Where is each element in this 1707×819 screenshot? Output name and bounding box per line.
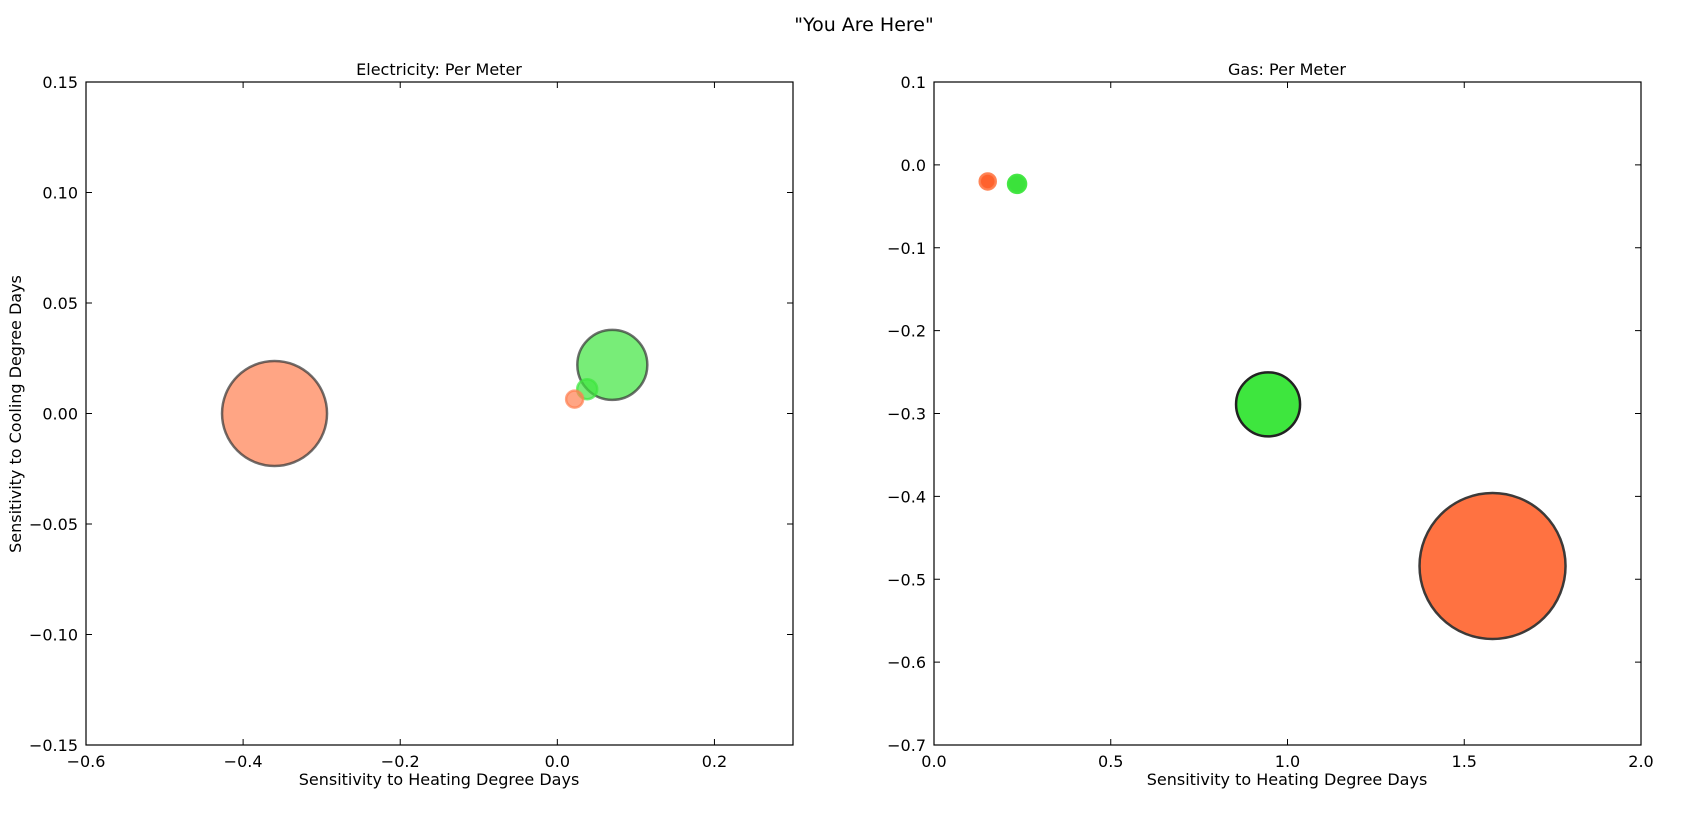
gas-plot-title: Gas: Per Meter <box>1228 60 1346 79</box>
gas-y-tick-label: −0.5 <box>887 570 926 589</box>
electricity-y-tick-label: −0.10 <box>29 626 78 645</box>
gas-x-tick-label: 1.5 <box>1452 752 1477 771</box>
gas-points <box>978 172 1567 641</box>
electricity-point-4 <box>564 389 585 409</box>
electricity-x-tick-label: 0.0 <box>545 752 570 771</box>
electricity-y-axis-label: Sensitivity to Cooling Degree Days <box>6 275 25 553</box>
gas-point-3 <box>978 172 997 191</box>
gas-y-tick-label: −0.4 <box>887 487 926 506</box>
electricity-y-tick-label: −0.15 <box>29 736 78 755</box>
gas-x-tick-label: 2.0 <box>1628 752 1653 771</box>
gas-y-tick-label: −0.2 <box>887 322 926 341</box>
electricity-x-tick-label: −0.4 <box>224 752 263 771</box>
gas-y-tick-label: −0.3 <box>887 405 926 424</box>
gas-y-tick-label: −0.6 <box>887 653 926 672</box>
gas-y-tick-label: 0.1 <box>901 73 926 92</box>
electricity-y-tick-label: 0.00 <box>42 405 78 424</box>
gas-y-tick-label: −0.7 <box>887 736 926 755</box>
figure-title: "You Are Here" <box>794 14 933 36</box>
gas-point-4 <box>1006 173 1028 195</box>
electricity-x-tick-label: 0.2 <box>702 752 727 771</box>
gas-x-tick-label: 1.0 <box>1275 752 1300 771</box>
electricity-x-tick-label: −0.2 <box>381 752 420 771</box>
gas-x-tick-label: 0.5 <box>1098 752 1123 771</box>
gas-x-tick-label: 0.0 <box>921 752 946 771</box>
electricity-plot-frame <box>85 81 794 746</box>
gas-y-tick-label: 0.0 <box>901 156 926 175</box>
electricity-scatter-plot: Electricity: Per Meter −0.6 −0.4 −0.2 0.0 0.… <box>6 60 794 789</box>
electricity-y-tick-label: 0.10 <box>42 184 78 203</box>
electricity-x-axis-label: Sensitivity to Heating Degree Days <box>299 770 580 789</box>
gas-x-axis-label: Sensitivity to Heating Degree Days <box>1147 770 1428 789</box>
electricity-ticks: −0.6 −0.4 −0.2 0.0 0.2 −0.15 −0.10 −0.05 0.00 0.0… <box>29 73 793 771</box>
electricity-y-tick-label: −0.05 <box>29 515 78 534</box>
gas-scatter-plot: Gas: Per Meter 0.0 0.5 1.0 1.5 2.0 −0.7 −0.6 −0… <box>887 60 1654 789</box>
electricity-x-tick-label: −0.6 <box>67 752 106 771</box>
electricity-plot-title: Electricity: Per Meter <box>356 60 522 79</box>
electricity-y-tick-label: 0.05 <box>42 294 78 313</box>
gas-point-1 <box>1418 491 1567 641</box>
gas-ticks: 0.0 0.5 1.0 1.5 2.0 −0.7 −0.6 −0.5 −0.4 −0.3 −0.2 −… <box>887 73 1654 771</box>
gas-point-2 <box>1234 371 1302 438</box>
electricity-y-tick-label: 0.15 <box>42 73 78 92</box>
electricity-point-1 <box>220 359 329 468</box>
electricity-points <box>220 328 649 468</box>
gas-y-tick-label: −0.1 <box>887 239 926 258</box>
